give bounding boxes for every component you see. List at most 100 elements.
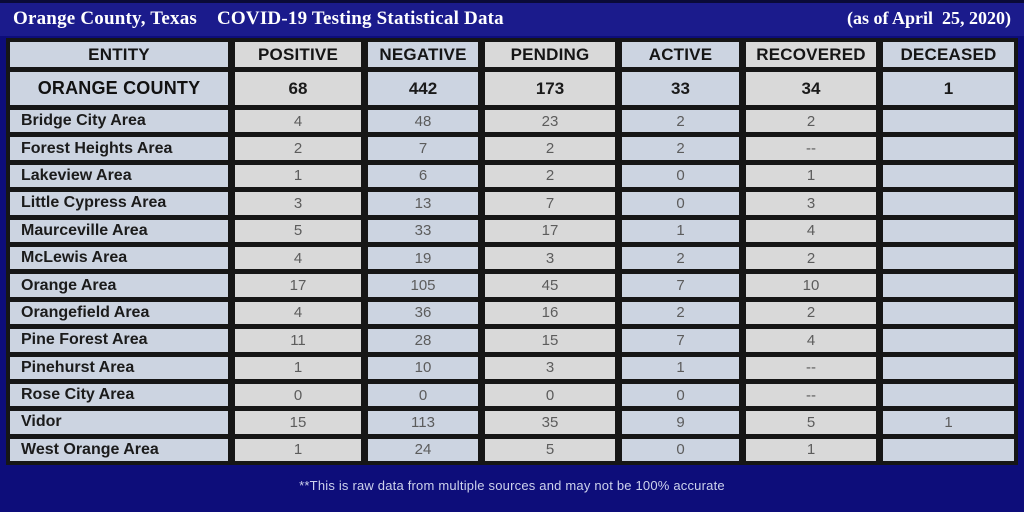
value-cell: 2 bbox=[622, 137, 739, 160]
entity-cell: Maurceville Area bbox=[10, 219, 228, 242]
value-cell bbox=[883, 137, 1014, 160]
value-cell: 2 bbox=[622, 246, 739, 270]
value-cell bbox=[883, 164, 1014, 188]
entity-cell: McLewis Area bbox=[10, 246, 228, 270]
value-cell: 4 bbox=[235, 110, 361, 133]
value-cell: 6 bbox=[368, 164, 478, 188]
value-cell: 2 bbox=[622, 110, 739, 133]
value-cell bbox=[883, 110, 1014, 133]
value-cell: 0 bbox=[622, 383, 739, 407]
value-cell: 17 bbox=[235, 274, 361, 297]
value-cell: 4 bbox=[235, 246, 361, 270]
value-cell: 1 bbox=[622, 219, 739, 242]
value-cell: 10 bbox=[746, 274, 876, 297]
page-title: Orange County, Texas COVID-19 Testing St… bbox=[13, 8, 504, 30]
value-cell: 0 bbox=[622, 164, 739, 188]
value-cell bbox=[883, 219, 1014, 242]
entity-cell: Bridge City Area bbox=[10, 110, 228, 133]
value-cell: 19 bbox=[368, 246, 478, 270]
title-main: COVID-19 Testing Statistical Data bbox=[217, 7, 504, 29]
value-cell: 1 bbox=[622, 356, 739, 379]
value-cell: 0 bbox=[485, 383, 615, 407]
value-cell bbox=[883, 192, 1014, 215]
value-cell: 1 bbox=[235, 164, 361, 188]
value-cell: 3 bbox=[485, 246, 615, 270]
value-cell: -- bbox=[746, 356, 876, 379]
column-header-negative: NEGATIVE bbox=[368, 42, 478, 67]
entity-cell: Vidor bbox=[10, 411, 228, 434]
summary-value-cell: 33 bbox=[622, 72, 739, 105]
value-cell bbox=[883, 438, 1014, 462]
value-cell: 0 bbox=[622, 438, 739, 462]
summary-value-cell: 442 bbox=[368, 72, 478, 105]
value-cell bbox=[883, 356, 1014, 379]
column-header-pending: PENDING bbox=[485, 42, 615, 67]
value-cell: 0 bbox=[368, 383, 478, 407]
value-cell: 9 bbox=[622, 411, 739, 434]
value-cell: 48 bbox=[368, 110, 478, 133]
value-cell: 1 bbox=[235, 356, 361, 379]
value-cell: 4 bbox=[235, 301, 361, 325]
value-cell: 3 bbox=[235, 192, 361, 215]
value-cell: 1 bbox=[746, 438, 876, 462]
value-cell: 2 bbox=[235, 137, 361, 160]
value-cell: 4 bbox=[746, 329, 876, 352]
value-cell: 2 bbox=[485, 164, 615, 188]
value-cell: 11 bbox=[235, 329, 361, 352]
covid-data-table: ENTITY POSITIVE NEGATIVE PENDING ACTIVE RECOV… bbox=[6, 38, 1018, 466]
value-cell: -- bbox=[746, 383, 876, 407]
value-cell bbox=[883, 301, 1014, 325]
title-location: Orange County, Texas bbox=[13, 7, 198, 29]
value-cell: 2 bbox=[746, 301, 876, 325]
value-cell: 3 bbox=[746, 192, 876, 215]
value-cell: 7 bbox=[485, 192, 615, 215]
entity-cell: Orange Area bbox=[10, 274, 228, 297]
column-header-entity: ENTITY bbox=[10, 42, 228, 67]
value-cell: 2 bbox=[485, 137, 615, 160]
value-cell bbox=[883, 329, 1014, 352]
value-cell: 3 bbox=[485, 356, 615, 379]
entity-cell: Little Cypress Area bbox=[10, 192, 228, 215]
column-header-positive: POSITIVE bbox=[235, 42, 361, 67]
summary-value-cell: 173 bbox=[485, 72, 615, 105]
entity-cell: Orangefield Area bbox=[10, 301, 228, 325]
column-header-active: ACTIVE bbox=[622, 42, 739, 67]
value-cell: 16 bbox=[485, 301, 615, 325]
summary-value-cell: 34 bbox=[746, 72, 876, 105]
table-wrapper: ENTITY POSITIVE NEGATIVE PENDING ACTIVE RECOV… bbox=[0, 36, 1024, 466]
value-cell: 105 bbox=[368, 274, 478, 297]
value-cell: -- bbox=[746, 137, 876, 160]
entity-cell: Forest Heights Area bbox=[10, 137, 228, 160]
value-cell: 45 bbox=[485, 274, 615, 297]
value-cell: 5 bbox=[235, 219, 361, 242]
value-cell: 15 bbox=[235, 411, 361, 434]
summary-value-cell: 68 bbox=[235, 72, 361, 105]
value-cell: 0 bbox=[622, 192, 739, 215]
value-cell: 2 bbox=[622, 301, 739, 325]
summary-entity-cell: ORANGE COUNTY bbox=[10, 72, 228, 105]
value-cell bbox=[883, 383, 1014, 407]
value-cell: 10 bbox=[368, 356, 478, 379]
value-cell: 36 bbox=[368, 301, 478, 325]
entity-cell: Pine Forest Area bbox=[10, 329, 228, 352]
entity-cell: West Orange Area bbox=[10, 438, 228, 462]
value-cell: 7 bbox=[622, 329, 739, 352]
value-cell: 15 bbox=[485, 329, 615, 352]
disclaimer-note: **This is raw data from multiple sources… bbox=[299, 478, 725, 494]
value-cell: 4 bbox=[746, 219, 876, 242]
column-header-deceased: DECEASED bbox=[883, 42, 1014, 67]
value-cell: 17 bbox=[485, 219, 615, 242]
value-cell: 2 bbox=[746, 110, 876, 133]
value-cell: 1 bbox=[746, 164, 876, 188]
column-header-recovered: RECOVERED bbox=[746, 42, 876, 67]
value-cell: 35 bbox=[485, 411, 615, 434]
title-bar: Orange County, Texas COVID-19 Testing St… bbox=[0, 3, 1024, 36]
value-cell: 24 bbox=[368, 438, 478, 462]
value-cell: 2 bbox=[746, 246, 876, 270]
entity-cell: Pinehurst Area bbox=[10, 356, 228, 379]
value-cell: 1 bbox=[883, 411, 1014, 434]
entity-cell: Lakeview Area bbox=[10, 164, 228, 188]
value-cell: 28 bbox=[368, 329, 478, 352]
value-cell: 7 bbox=[622, 274, 739, 297]
